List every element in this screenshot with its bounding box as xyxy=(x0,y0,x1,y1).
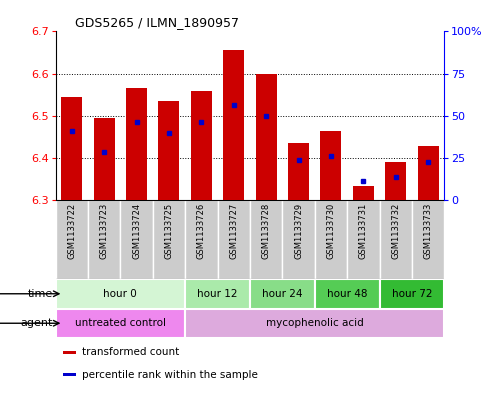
Bar xyxy=(126,88,147,200)
Text: GSM1133733: GSM1133733 xyxy=(424,203,433,259)
Bar xyxy=(185,279,250,309)
Bar xyxy=(385,162,406,200)
Bar xyxy=(56,279,185,309)
Bar xyxy=(185,309,444,338)
Bar xyxy=(217,200,250,279)
Text: GSM1133725: GSM1133725 xyxy=(164,203,173,259)
Text: GSM1133727: GSM1133727 xyxy=(229,203,238,259)
Bar xyxy=(120,200,153,279)
Text: GSM1133722: GSM1133722 xyxy=(67,203,76,259)
Bar xyxy=(250,200,283,279)
Bar xyxy=(283,200,315,279)
Text: hour 0: hour 0 xyxy=(103,289,137,299)
Text: GSM1133726: GSM1133726 xyxy=(197,203,206,259)
Bar xyxy=(223,50,244,200)
Bar xyxy=(250,279,315,309)
Text: GSM1133731: GSM1133731 xyxy=(359,203,368,259)
Text: agent: agent xyxy=(21,318,53,328)
Bar xyxy=(185,200,217,279)
Bar xyxy=(315,279,380,309)
Bar xyxy=(347,200,380,279)
Bar xyxy=(88,200,120,279)
Bar xyxy=(94,118,114,200)
Text: GSM1133724: GSM1133724 xyxy=(132,203,141,259)
Bar xyxy=(61,97,82,200)
Bar xyxy=(56,200,88,279)
Bar xyxy=(315,200,347,279)
Bar xyxy=(380,200,412,279)
Bar xyxy=(256,74,277,200)
Text: GSM1133730: GSM1133730 xyxy=(327,203,336,259)
Bar xyxy=(380,279,444,309)
Text: percentile rank within the sample: percentile rank within the sample xyxy=(82,370,258,380)
Bar xyxy=(288,143,309,200)
Text: time: time xyxy=(28,289,53,299)
Text: GSM1133729: GSM1133729 xyxy=(294,203,303,259)
Bar xyxy=(191,91,212,200)
Text: GDS5265 / ILMN_1890957: GDS5265 / ILMN_1890957 xyxy=(75,16,239,29)
Bar xyxy=(320,131,341,200)
Text: hour 24: hour 24 xyxy=(262,289,303,299)
Text: mycophenolic acid: mycophenolic acid xyxy=(266,318,364,328)
Text: GSM1133728: GSM1133728 xyxy=(262,203,270,259)
Bar xyxy=(412,200,444,279)
Bar xyxy=(418,145,439,200)
Bar xyxy=(56,309,185,338)
Text: hour 12: hour 12 xyxy=(197,289,238,299)
Bar xyxy=(158,101,180,200)
Bar xyxy=(63,373,76,376)
Bar xyxy=(353,185,374,200)
Text: transformed count: transformed count xyxy=(82,347,179,357)
Text: hour 72: hour 72 xyxy=(392,289,432,299)
Text: GSM1133732: GSM1133732 xyxy=(391,203,400,259)
Bar xyxy=(63,351,76,354)
Text: untreated control: untreated control xyxy=(75,318,166,328)
Bar xyxy=(153,200,185,279)
Text: GSM1133723: GSM1133723 xyxy=(99,203,109,259)
Text: hour 48: hour 48 xyxy=(327,289,368,299)
